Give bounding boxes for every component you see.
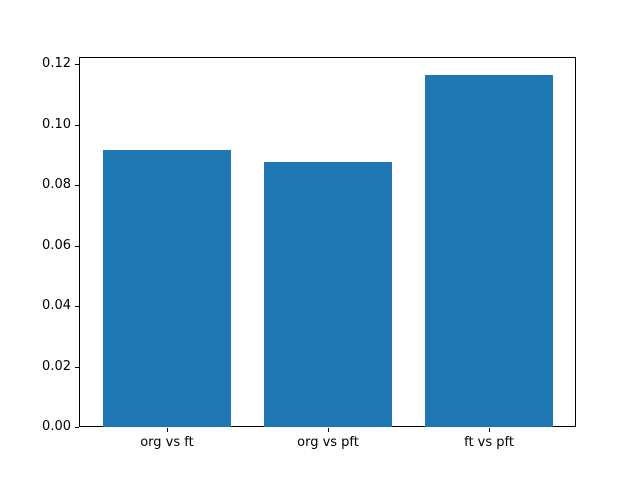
y-tick-mark xyxy=(75,366,79,368)
y-tick-label: 0.04 xyxy=(42,298,71,314)
bar-org-vs-pft xyxy=(263,161,393,427)
y-tick-mark xyxy=(75,185,79,187)
y-tick-label: 0.10 xyxy=(42,116,71,132)
bar-ft-vs-pft xyxy=(424,74,554,427)
y-tick-label: 0.12 xyxy=(42,56,71,72)
x-tick-mark xyxy=(166,428,168,432)
y-tick-mark xyxy=(75,124,79,126)
y-tick-mark xyxy=(75,427,79,428)
x-tick-mark xyxy=(489,428,491,432)
y-tick-mark xyxy=(75,245,79,247)
x-tick-label: ft vs pft xyxy=(464,435,514,450)
x-tick-label: org vs ft xyxy=(140,435,194,450)
x-tick-label: org vs pft xyxy=(297,435,359,450)
y-tick-mark xyxy=(75,306,79,308)
y-tick-label: 0.06 xyxy=(42,237,71,253)
bar-org-vs-ft xyxy=(102,149,232,427)
y-tick-mark xyxy=(75,64,79,66)
y-tick-label: 0.00 xyxy=(42,419,71,434)
x-tick-mark xyxy=(328,428,329,432)
y-tick-label: 0.08 xyxy=(42,177,71,193)
y-tick-label: 0.02 xyxy=(42,358,71,374)
